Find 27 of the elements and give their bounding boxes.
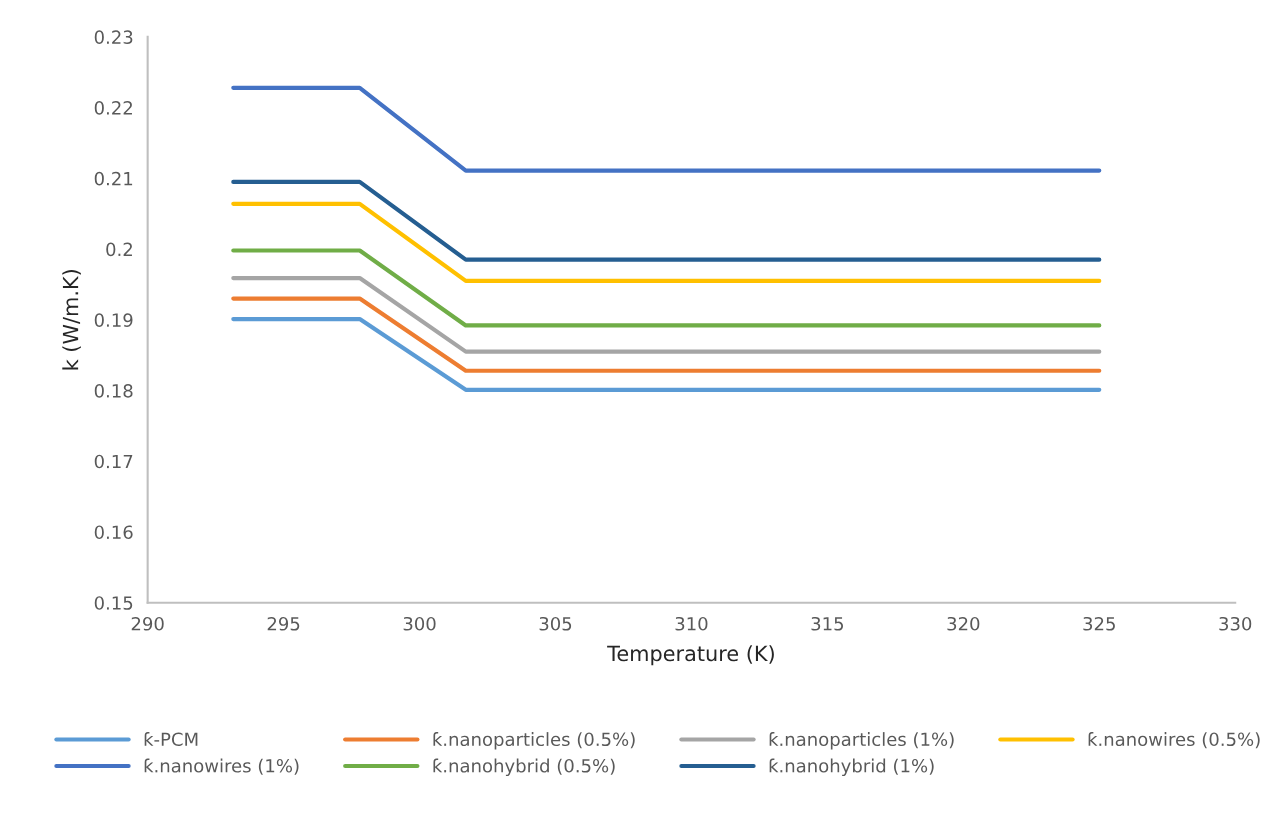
y-tick-label: 0.19 (94, 313, 133, 327)
x-tick-label: 320 (947, 616, 980, 631)
legend-label: ƙ.nanowires (0.5%) (1088, 732, 1260, 749)
x-tick-label: 325 (1083, 616, 1115, 631)
y-tick-label: 0.2 (106, 242, 132, 257)
legend-label: ƙ.nanowires (1%) (144, 758, 299, 775)
x-tick-label: 290 (131, 616, 164, 631)
x-axis-title: Temperature (K) (607, 645, 774, 666)
x-tick-label: 295 (267, 616, 300, 631)
x-tick-label: 305 (539, 616, 572, 631)
x-tick-label: 330 (1219, 616, 1252, 631)
legend-label: ƙ.nanohybrid (1%) (769, 758, 934, 777)
x-tick-label: 315 (811, 616, 844, 631)
x-tick-label: 310 (675, 616, 708, 631)
legend-label: ƙ.nanohybrid (0.5%) (433, 758, 615, 777)
y-tick-label: 0.16 (94, 525, 133, 540)
y-tick-label: 0.15 (94, 596, 133, 610)
x-tick-label: 300 (403, 616, 436, 631)
legend-label: ƙ.nanoparticles (1%) (769, 732, 954, 750)
legend-label: ƙ-PCM (144, 732, 198, 747)
y-tick-label: 0.21 (94, 171, 133, 186)
y-tick-label: 0.22 (94, 101, 132, 115)
y-axis-title: k (W/m.K) (62, 270, 81, 370)
y-tick-label: 0.17 (94, 454, 133, 469)
y-tick-label: 0.18 (94, 383, 133, 398)
legend-label: ƙ.nanoparticles (0.5%) (433, 732, 635, 750)
y-tick-label: 0.23 (94, 30, 133, 45)
